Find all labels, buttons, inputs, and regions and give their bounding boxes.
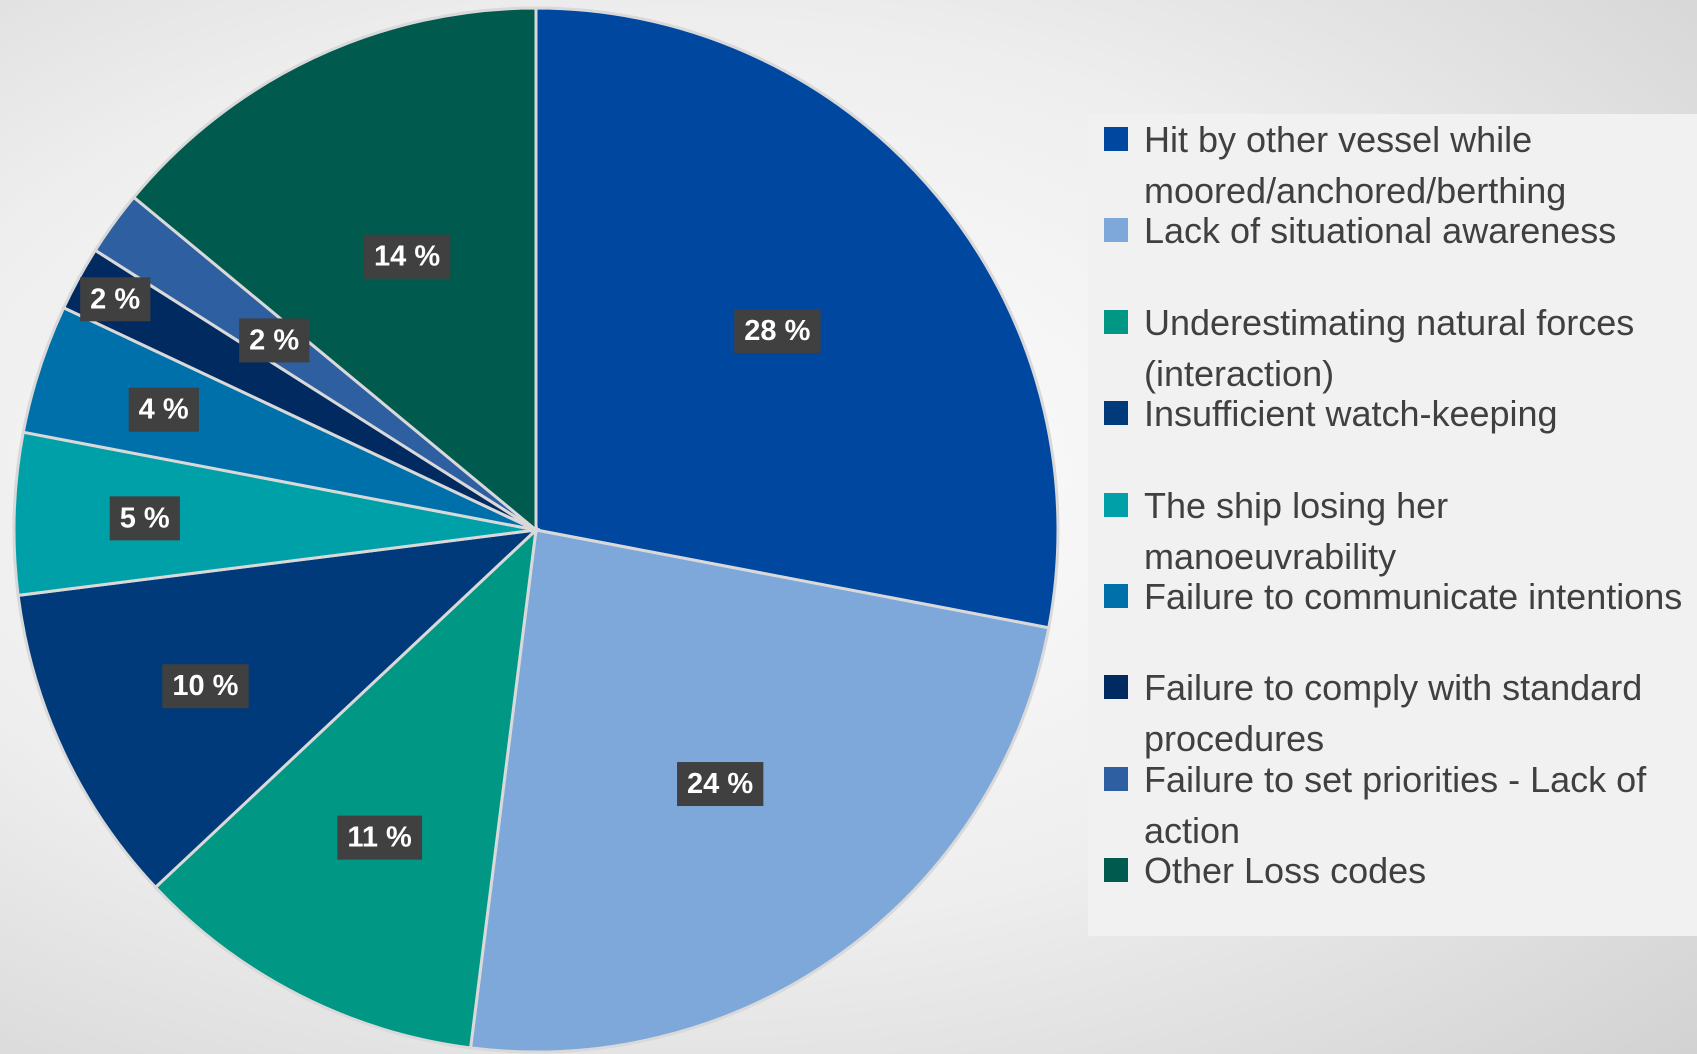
data-label: 2 % [239, 318, 310, 363]
data-label-text: 28 % [744, 315, 810, 347]
legend-entry: Failure to set priorities - Lack of acti… [1104, 754, 1684, 856]
legend-text: Insufficient watch-keeping [1144, 393, 1558, 435]
data-label-box [734, 309, 821, 354]
data-label-text: 2 % [249, 324, 299, 356]
data-label: 11 % [337, 815, 423, 860]
data-label: 28 % [734, 309, 821, 354]
data-label-box [109, 496, 180, 541]
legend-text: The ship losing her manoeuvrability [1144, 484, 1449, 577]
data-label-text: 14 % [374, 241, 440, 273]
legend-entry: Failure to comply with standard procedur… [1104, 662, 1684, 764]
legend-text: Hit by other vessel while moored/anchore… [1144, 119, 1567, 211]
legend-swatch [1104, 858, 1128, 883]
pie-slice [16, 527, 541, 890]
data-label-text: 10 % [172, 670, 238, 702]
legend-swatch [1104, 584, 1128, 608]
data-label: 14 % [364, 234, 451, 279]
legend-text: Failure to communicate intentions [1144, 576, 1683, 617]
data-label-box [239, 318, 310, 363]
pie-slice [131, 6, 538, 534]
legend-entry: Other Loss codes [1104, 845, 1684, 896]
data-label-text: 5 % [120, 502, 170, 534]
legend-swatch [1104, 127, 1128, 151]
legend-entry: Lack of situational awareness [1104, 205, 1684, 256]
legend-text: Failure to comply with standard procedur… [1144, 667, 1643, 760]
data-label-box [128, 387, 199, 432]
data-label-text: 24 % [687, 768, 753, 800]
data-label-box [80, 277, 151, 322]
data-label: 4 % [128, 387, 199, 432]
legend-text: Underestimating natural forces (interact… [1144, 301, 1635, 394]
legend-swatch [1104, 218, 1128, 243]
legend-swatch [1104, 492, 1128, 517]
legend: Hit by other vessel while moored/anchore… [1088, 114, 1697, 936]
data-label: 5 % [109, 496, 180, 541]
legend-swatch [1104, 309, 1128, 334]
data-label: 2 % [80, 277, 151, 322]
legend-text: Failure to set priorities - Lack of acti… [1144, 758, 1647, 851]
data-label-text: 4 % [139, 394, 189, 426]
legend-entry: The ship losing her manoeuvrability [1104, 480, 1684, 582]
data-label-box [162, 664, 249, 709]
legend-text: Lack of situational awareness [1144, 210, 1617, 252]
data-label-box [337, 815, 423, 860]
legend-entry: Insufficient watch-keeping [1104, 388, 1684, 439]
legend-entry: Hit by other vessel while moored/anchore… [1104, 114, 1684, 216]
data-label: 10 % [162, 664, 249, 709]
legend-swatch [1104, 675, 1128, 700]
legend-swatch [1104, 766, 1128, 791]
pie-slice [153, 526, 539, 1050]
legend-entry: Underestimating natural forces (interact… [1104, 297, 1684, 399]
data-label-box [364, 234, 451, 279]
data-label-box [677, 762, 764, 807]
pie-slice [12, 430, 537, 598]
data-label: 24 % [677, 762, 764, 807]
data-label-text: 11 % [347, 822, 412, 854]
legend-entry: Failure to communicate intentions [1104, 571, 1684, 622]
data-label-text: 2 % [90, 283, 140, 315]
legend-swatch [1104, 401, 1128, 426]
legend-text: Other Loss codes [1144, 850, 1427, 892]
